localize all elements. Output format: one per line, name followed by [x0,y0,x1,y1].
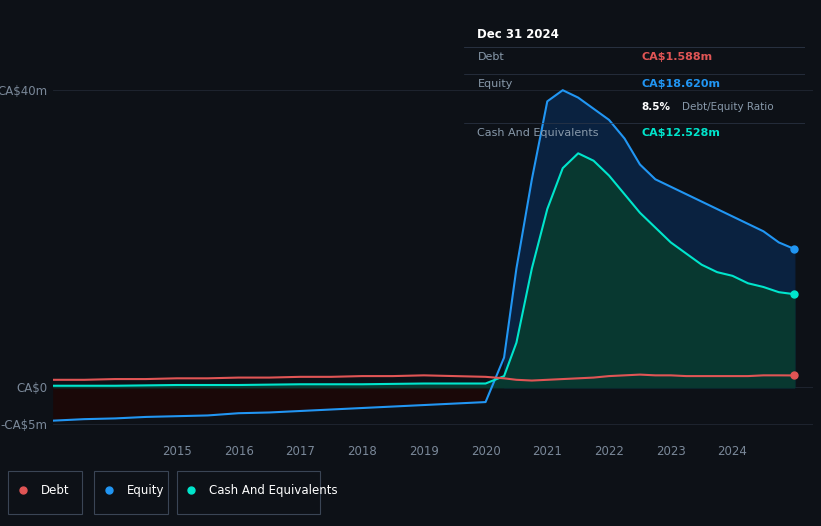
Text: CA$12.528m: CA$12.528m [641,128,720,138]
Text: Cash And Equivalents: Cash And Equivalents [478,128,599,138]
Text: Debt/Equity Ratio: Debt/Equity Ratio [682,103,773,113]
Text: CA$1.588m: CA$1.588m [641,52,712,62]
Text: Debt: Debt [478,52,504,62]
Text: 8.5%: 8.5% [641,103,670,113]
Point [787,371,800,380]
Text: Equity: Equity [127,484,165,497]
Text: CA$18.620m: CA$18.620m [641,79,720,89]
Point [787,290,800,298]
Text: Cash And Equivalents: Cash And Equivalents [209,484,338,497]
Text: Equity: Equity [478,79,513,89]
Text: Dec 31 2024: Dec 31 2024 [478,28,559,41]
Point [787,245,800,253]
Text: Debt: Debt [41,484,70,497]
